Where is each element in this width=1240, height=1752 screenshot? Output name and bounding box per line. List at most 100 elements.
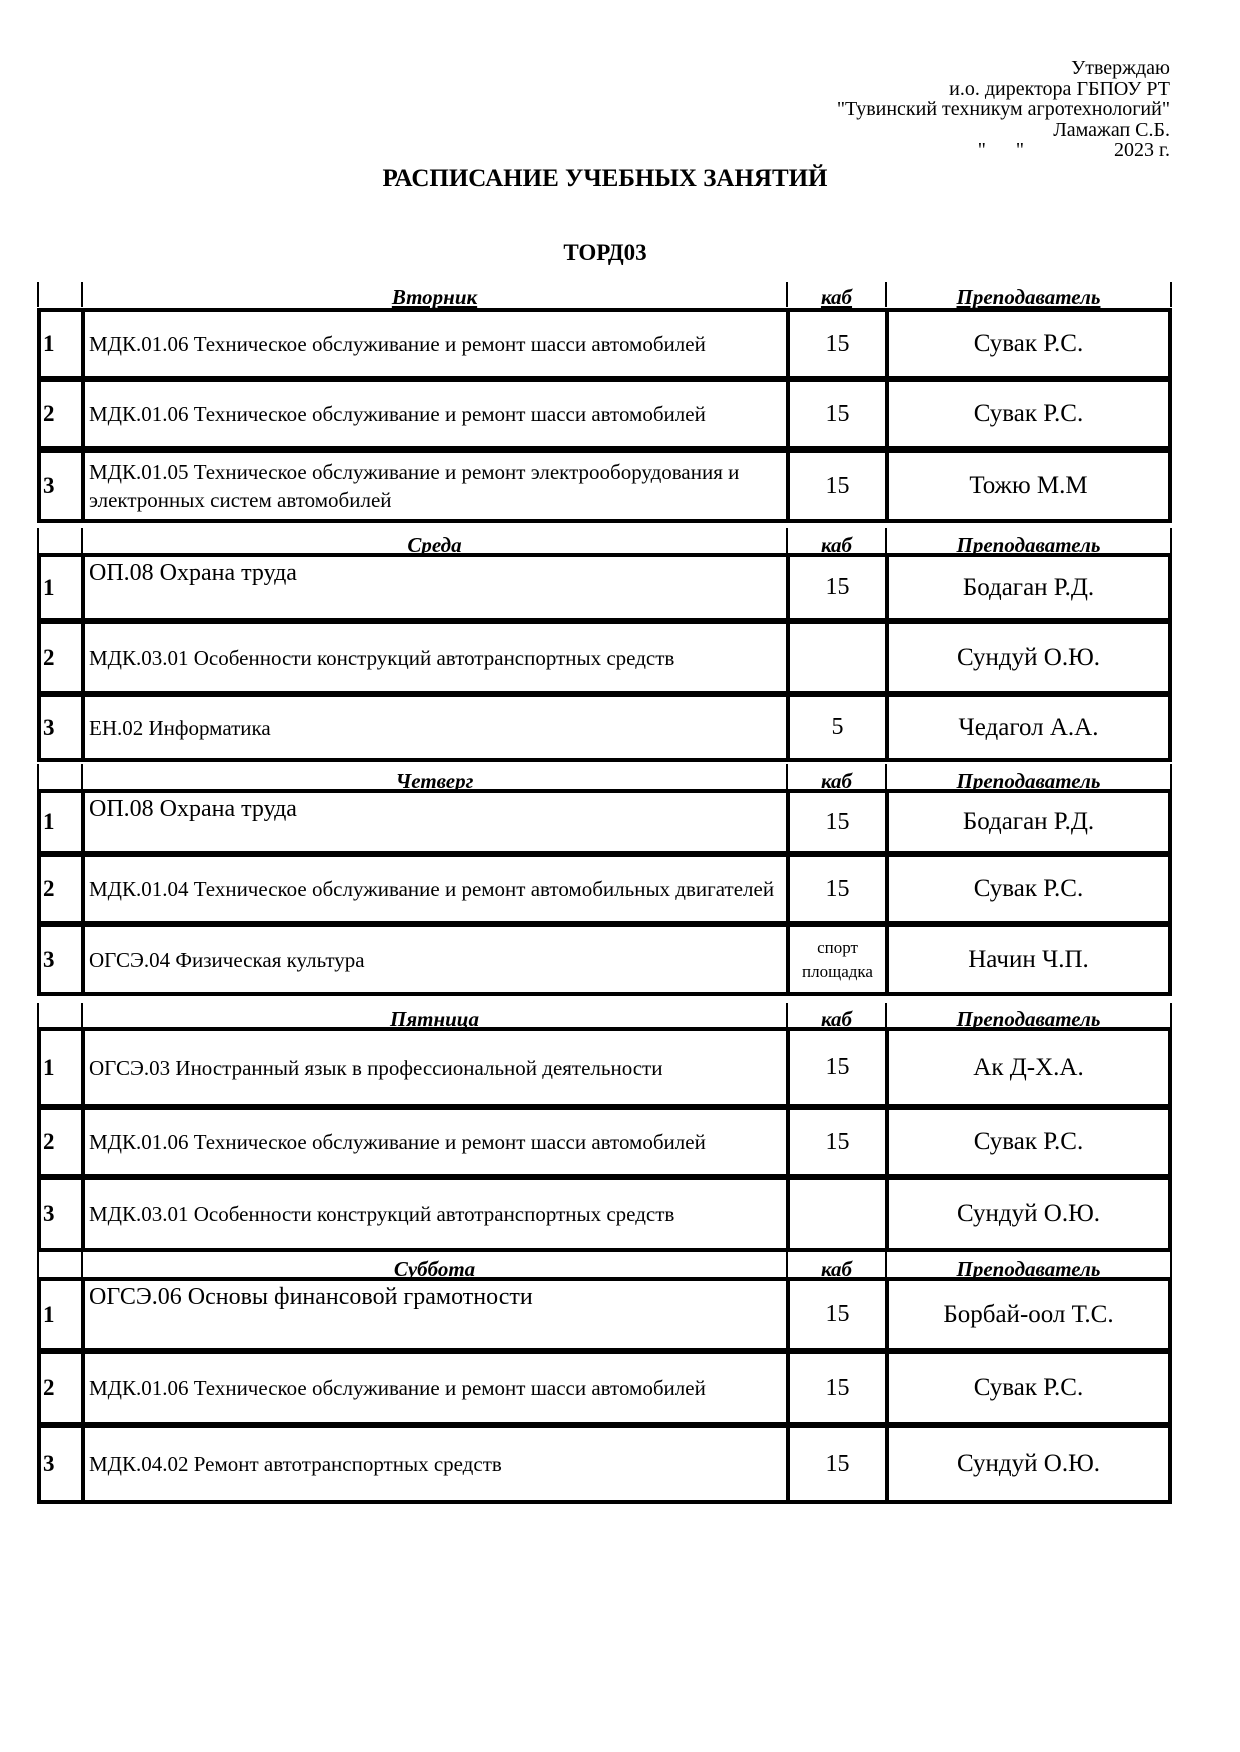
- lesson-number: 2: [37, 624, 81, 691]
- approval-line: Ламажап С.Б.: [1053, 118, 1170, 141]
- lesson-room: [786, 1180, 885, 1248]
- lesson-subject: ОГСЭ.03 Иностранный язык в профессиональ…: [81, 1031, 786, 1104]
- teacher-header: Преподаватель: [885, 764, 1172, 792]
- lesson-number: 1: [37, 312, 81, 376]
- day-name: Вторник: [81, 282, 786, 308]
- empty-cell: [37, 1003, 81, 1029]
- approval-date: " " 2023 г.: [977, 139, 1170, 161]
- teacher-header: Преподаватель: [885, 1003, 1172, 1030]
- lesson-room: 15: [786, 557, 885, 618]
- room-header: каб: [786, 764, 885, 792]
- lesson-number: 3: [37, 1428, 81, 1500]
- day-name: Суббота: [81, 1252, 786, 1280]
- table-row: 2 МДК.01.04 Техническое обслуживание и р…: [37, 853, 1172, 925]
- lesson-teacher: Сувак Р.С.: [885, 1110, 1172, 1174]
- day-header-row: Пятница каб Преподаватель: [37, 1003, 1172, 1030]
- lesson-teacher: Сундуй О.Ю.: [885, 1428, 1172, 1500]
- lesson-number: 2: [37, 857, 81, 921]
- empty-cell: [37, 764, 81, 791]
- table-row: 3 ЕН.02 Информатика 5 Чедагол А.А.: [37, 693, 1172, 762]
- day-header-row: Суббота каб Преподаватель: [37, 1252, 1172, 1280]
- approval-line: Утверждаю: [1071, 57, 1170, 79]
- room-header: каб: [786, 1252, 885, 1280]
- page-title: РАСПИСАНИЕ УЧЕБНЫХ ЗАНЯТИЙ: [382, 165, 828, 192]
- lesson-number: 3: [37, 1180, 81, 1248]
- table-row: 3 МДК.04.02 Ремонт автотранспортных сред…: [37, 1424, 1172, 1504]
- lesson-subject: МДК.01.06 Техническое обслуживание и рем…: [81, 312, 786, 376]
- lesson-number: 1: [37, 557, 81, 618]
- empty-cell: [37, 528, 81, 555]
- lesson-teacher: Борбай-оол Т.С.: [885, 1281, 1172, 1348]
- lesson-number: 3: [37, 453, 81, 519]
- lesson-room: 5: [786, 697, 885, 758]
- lesson-number: 2: [37, 1354, 81, 1422]
- lesson-subject: ЕН.02 Информатика: [81, 697, 786, 758]
- table-row: 1 МДК.01.06 Техническое обслуживание и р…: [37, 308, 1172, 380]
- room-header: каб: [786, 282, 885, 308]
- teacher-header: Преподаватель: [885, 282, 1172, 308]
- approval-line: "Тувинский техникум агротехнологий": [836, 98, 1170, 120]
- lesson-subject: МДК.04.02 Ремонт автотранспортных средст…: [81, 1428, 786, 1500]
- lesson-number: 2: [37, 382, 81, 446]
- approval-line: и.о. директора ГБПОУ РТ: [949, 77, 1170, 100]
- lesson-teacher: Бодаган Р.Д.: [885, 793, 1172, 851]
- lesson-teacher: Тожю М.М: [885, 453, 1172, 519]
- lesson-number: 1: [37, 793, 81, 851]
- lesson-subject: ОП.08 Охрана труда: [81, 557, 786, 618]
- lesson-room: 15: [786, 312, 885, 376]
- lesson-subject: МДК.03.01 Особенности конструкций автотр…: [81, 1180, 786, 1248]
- lesson-room: 15: [786, 1281, 885, 1348]
- table-row: 2 МДК.01.06 Техническое обслуживание и р…: [37, 378, 1172, 450]
- table-row: 1 ОГСЭ.03 Иностранный язык в профессиона…: [37, 1027, 1172, 1108]
- lesson-room: 15: [786, 1031, 885, 1104]
- empty-cell: [37, 1252, 81, 1279]
- lesson-subject: МДК.01.06 Техническое обслуживание и рем…: [81, 382, 786, 446]
- table-row: 3 ОГСЭ.04 Физическая культура спорт площ…: [37, 923, 1172, 996]
- lesson-subject: МДК.01.05 Техническое обслуживание и рем…: [81, 453, 786, 519]
- lesson-room: 15: [786, 793, 885, 851]
- lesson-number: 3: [37, 697, 81, 758]
- teacher-header: Преподаватель: [885, 1252, 1172, 1280]
- teacher-header: Преподаватель: [885, 528, 1172, 556]
- table-row: 1 ОГСЭ.06 Основы финансовой грамотности …: [37, 1277, 1172, 1352]
- empty-cell: [37, 282, 81, 307]
- lesson-teacher: Сувак Р.С.: [885, 1354, 1172, 1422]
- lesson-teacher: Сундуй О.Ю.: [885, 624, 1172, 691]
- lesson-room: 15: [786, 857, 885, 921]
- lesson-number: 1: [37, 1031, 81, 1104]
- lesson-teacher: Начин Ч.П.: [885, 927, 1172, 992]
- room-header: каб: [786, 528, 885, 556]
- lesson-teacher: Чедагол А.А.: [885, 697, 1172, 758]
- lesson-subject: МДК.03.01 Особенности конструкций автотр…: [81, 624, 786, 691]
- table-row: 3 МДК.03.01 Особенности конструкций авто…: [37, 1176, 1172, 1252]
- lesson-room: 15: [786, 1428, 885, 1500]
- day-header-row: Четверг каб Преподаватель: [37, 764, 1172, 792]
- lesson-subject: МДК.01.06 Техническое обслуживание и рем…: [81, 1354, 786, 1422]
- lesson-teacher: Сувак Р.С.: [885, 312, 1172, 376]
- day-header-row: Среда каб Преподаватель: [37, 528, 1172, 556]
- table-row: 3 МДК.01.05 Техническое обслуживание и р…: [37, 449, 1172, 523]
- lesson-teacher: Сундуй О.Ю.: [885, 1180, 1172, 1248]
- table-row: 2 МДК.01.06 Техническое обслуживание и р…: [37, 1106, 1172, 1178]
- lesson-subject: ОП.08 Охрана труда: [81, 793, 786, 851]
- table-row: 1 ОП.08 Охрана труда 15 Бодаган Р.Д.: [37, 553, 1172, 622]
- day-name: Пятница: [81, 1003, 786, 1030]
- day-name: Среда: [81, 528, 786, 556]
- lesson-teacher: Сувак Р.С.: [885, 857, 1172, 921]
- lesson-room: 15: [786, 1110, 885, 1174]
- lesson-room: 15: [786, 382, 885, 446]
- lesson-subject: МДК.01.06 Техническое обслуживание и рем…: [81, 1110, 786, 1174]
- lesson-room: [786, 624, 885, 691]
- lesson-teacher: Ак Д-Х.А.: [885, 1031, 1172, 1104]
- lesson-teacher: Сувак Р.С.: [885, 382, 1172, 446]
- table-row: 2 МДК.03.01 Особенности конструкций авто…: [37, 620, 1172, 695]
- lesson-subject: ОГСЭ.06 Основы финансовой грамотности: [81, 1281, 786, 1348]
- lesson-room: спорт площадка: [786, 927, 885, 992]
- lesson-room: 15: [786, 1354, 885, 1422]
- table-row: 2 МДК.01.06 Техническое обслуживание и р…: [37, 1350, 1172, 1426]
- lesson-number: 3: [37, 927, 81, 992]
- lesson-teacher: Бодаган Р.Д.: [885, 557, 1172, 618]
- lesson-number: 1: [37, 1281, 81, 1348]
- table-row: 1 ОП.08 Охрана труда 15 Бодаган Р.Д.: [37, 789, 1172, 855]
- group-name: ТОРД03: [563, 240, 647, 265]
